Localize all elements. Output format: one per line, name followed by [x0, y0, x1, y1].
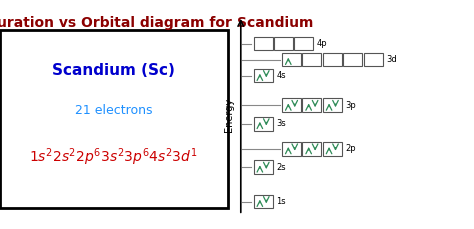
Text: 3p: 3p — [346, 101, 356, 110]
Text: Scandium (Sc): Scandium (Sc) — [52, 63, 175, 78]
FancyBboxPatch shape — [343, 53, 362, 66]
Text: Energy: Energy — [224, 97, 234, 132]
FancyBboxPatch shape — [323, 142, 342, 156]
FancyBboxPatch shape — [294, 37, 313, 50]
Text: 4p: 4p — [317, 39, 328, 48]
Text: 1s: 1s — [276, 197, 286, 206]
FancyBboxPatch shape — [364, 53, 383, 66]
FancyBboxPatch shape — [302, 98, 321, 112]
Text: 3d: 3d — [386, 55, 397, 64]
Text: Electron configuration vs Orbital diagram for: Electron configuration vs Orbital diagra… — [0, 16, 237, 30]
FancyBboxPatch shape — [323, 53, 342, 66]
FancyBboxPatch shape — [254, 117, 273, 131]
FancyBboxPatch shape — [254, 160, 273, 174]
FancyBboxPatch shape — [274, 37, 293, 50]
Text: 2p: 2p — [346, 144, 356, 153]
Text: 2s: 2s — [276, 163, 286, 172]
Text: 21 electrons: 21 electrons — [75, 104, 153, 117]
FancyBboxPatch shape — [254, 37, 273, 50]
FancyBboxPatch shape — [323, 98, 342, 112]
Text: $1s^{2}2s^{2}2p^{6}3s^{2}3p^{6}4s^{2}3d^{1}$: $1s^{2}2s^{2}2p^{6}3s^{2}3p^{6}4s^{2}3d^… — [29, 147, 198, 168]
FancyBboxPatch shape — [302, 142, 321, 156]
FancyBboxPatch shape — [0, 30, 228, 208]
Text: Scandium: Scandium — [237, 16, 313, 30]
FancyBboxPatch shape — [282, 142, 301, 156]
Text: 4s: 4s — [276, 71, 286, 80]
Text: 3s: 3s — [276, 119, 286, 128]
FancyBboxPatch shape — [282, 98, 301, 112]
FancyBboxPatch shape — [282, 53, 301, 66]
FancyBboxPatch shape — [302, 53, 321, 66]
FancyBboxPatch shape — [254, 195, 273, 208]
FancyBboxPatch shape — [254, 69, 273, 82]
